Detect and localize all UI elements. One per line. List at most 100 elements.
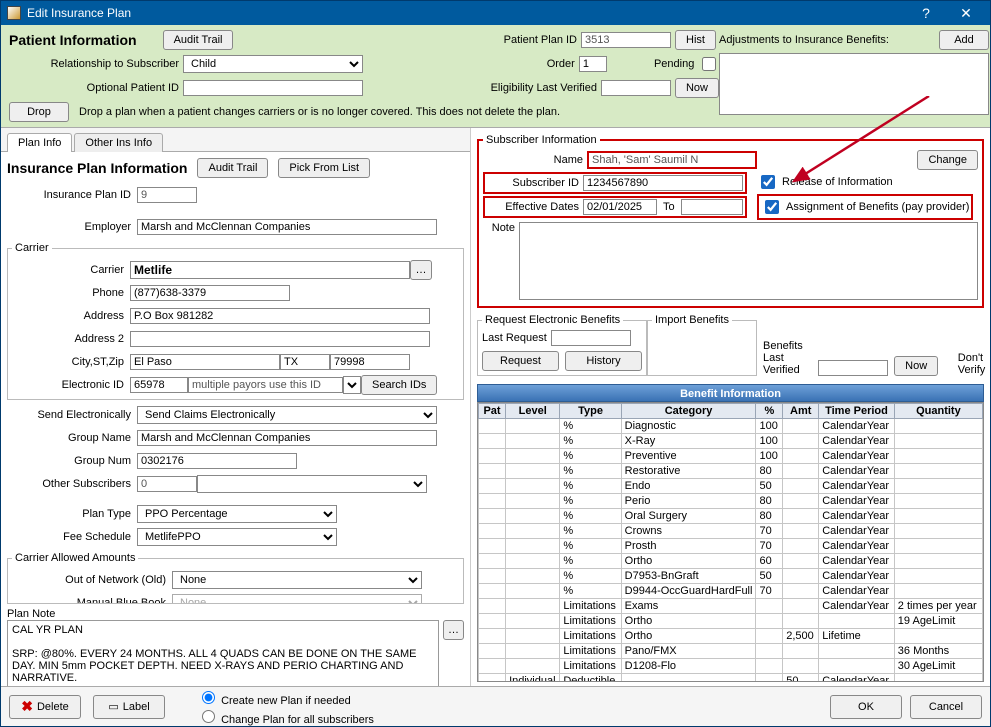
employer-field[interactable] — [137, 219, 437, 235]
table-row[interactable]: %Diagnostic100CalendarYear — [479, 419, 983, 434]
benefit-col-header[interactable]: % — [756, 404, 783, 419]
radio-change-plan-all[interactable]: Change Plan for all subscribers — [197, 707, 818, 726]
drop-button[interactable]: Drop — [9, 102, 69, 122]
table-row[interactable]: %Oral Surgery80CalendarYear — [479, 509, 983, 524]
change-subscriber-button[interactable]: Change — [917, 150, 978, 170]
plan-type-select[interactable]: PPO Percentage — [137, 505, 337, 523]
radio-create-new-plan-label: Create new Plan if needed — [221, 695, 351, 707]
table-cell: 50 — [783, 674, 819, 683]
radio-create-new-plan-input[interactable] — [202, 691, 215, 704]
search-ids-button[interactable]: Search IDs — [361, 375, 437, 395]
table-row[interactable]: %Endo50CalendarYear — [479, 479, 983, 494]
optional-patient-id-field[interactable] — [183, 80, 363, 96]
out-of-network-select[interactable]: None — [172, 571, 422, 589]
pending-checkbox[interactable] — [702, 57, 716, 71]
table-row[interactable]: LimitationsD1208-Flo30 AgeLimit — [479, 659, 983, 674]
release-of-information-checkbox[interactable] — [761, 175, 775, 189]
carrier-field[interactable] — [130, 261, 410, 279]
assignment-of-benefits-checkbox[interactable] — [765, 200, 779, 214]
table-row[interactable]: %X-Ray100CalendarYear — [479, 434, 983, 449]
benefit-col-header[interactable]: Time Period — [819, 404, 895, 419]
order-field[interactable] — [579, 56, 607, 72]
table-row[interactable]: LimitationsExamsCalendarYear2 times per … — [479, 599, 983, 614]
tab-plan-info[interactable]: Plan Info — [7, 133, 72, 152]
benefits-now-button[interactable]: Now — [894, 356, 938, 376]
table-row[interactable]: %D9944-OccGuardHardFull70CalendarYear — [479, 584, 983, 599]
state-field[interactable] — [280, 354, 330, 370]
eligibility-last-verified-field[interactable] — [601, 80, 671, 96]
audit-trail-button[interactable]: Audit Trail — [163, 30, 234, 50]
tab-other-ins-info[interactable]: Other Ins Info — [74, 133, 163, 152]
table-cell — [506, 584, 560, 599]
radio-create-new-plan[interactable]: Create new Plan if needed — [197, 688, 818, 707]
last-request-field[interactable] — [551, 330, 631, 346]
label-button-label: Label — [123, 701, 150, 713]
table-row[interactable]: %Restorative80CalendarYear — [479, 464, 983, 479]
address2-field[interactable] — [130, 331, 430, 347]
table-row[interactable]: %Preventive100CalendarYear — [479, 449, 983, 464]
table-cell — [479, 419, 506, 434]
table-cell: % — [560, 449, 621, 464]
assignment-of-benefits-row[interactable]: Assignment of Benefits (pay provider) — [761, 197, 969, 217]
table-row[interactable]: %D7953-BnGraft50CalendarYear — [479, 569, 983, 584]
subscriber-id-field[interactable] — [583, 175, 743, 191]
table-row[interactable]: %Perio80CalendarYear — [479, 494, 983, 509]
delete-button[interactable]: ✖ Delete — [9, 695, 81, 719]
plan-note-expand-button[interactable]: … — [443, 620, 464, 640]
electronic-id-field[interactable] — [130, 377, 188, 393]
other-subscribers-select[interactable] — [197, 475, 427, 493]
table-cell: 100 — [756, 434, 783, 449]
group-name-field[interactable] — [137, 430, 437, 446]
plan-note-text[interactable]: CAL YR PLAN SRP: @80%. EVERY 24 MONTHS. … — [7, 620, 439, 686]
phone-field[interactable] — [130, 285, 290, 301]
send-electronically-select[interactable]: Send Claims Electronically — [137, 406, 437, 424]
benefit-col-header[interactable]: Quantity — [894, 404, 982, 419]
table-row[interactable]: LimitationsOrtho2,500Lifetime — [479, 629, 983, 644]
add-adjustment-button[interactable]: Add — [939, 30, 989, 50]
eligibility-now-button[interactable]: Now — [675, 78, 719, 98]
table-cell: CalendarYear — [819, 599, 895, 614]
city-field[interactable] — [130, 354, 280, 370]
zip-field[interactable] — [330, 354, 410, 370]
hist-button[interactable]: Hist — [675, 30, 716, 50]
table-row[interactable]: %Crowns70CalendarYear — [479, 524, 983, 539]
table-row[interactable]: LimitationsOrtho19 AgeLimit — [479, 614, 983, 629]
adjustments-list[interactable] — [719, 53, 989, 115]
plan-audit-trail-button[interactable]: Audit Trail — [197, 158, 268, 178]
benefit-col-header[interactable]: Amt — [783, 404, 819, 419]
group-num-field[interactable] — [137, 453, 297, 469]
table-row[interactable]: %Prosth70CalendarYear — [479, 539, 983, 554]
effective-to-field[interactable] — [681, 199, 743, 215]
release-of-information-row[interactable]: Release of Information — [757, 172, 973, 192]
benefit-col-header[interactable]: Level — [506, 404, 560, 419]
pick-from-list-button[interactable]: Pick From List — [278, 158, 370, 178]
label-button[interactable]: ▭ Label — [93, 695, 165, 719]
table-cell — [479, 674, 506, 683]
help-button[interactable]: ? — [906, 1, 946, 25]
benefit-col-header[interactable]: Pat — [479, 404, 506, 419]
subscriber-note-field[interactable] — [519, 222, 978, 300]
benefit-col-header[interactable]: Type — [560, 404, 621, 419]
caa-legend: Carrier Allowed Amounts — [12, 552, 138, 564]
effective-from-field[interactable] — [583, 199, 657, 215]
request-button[interactable]: Request — [482, 351, 559, 371]
table-row[interactable]: %Ortho60CalendarYear — [479, 554, 983, 569]
fee-schedule-select[interactable]: MetlifePPO — [137, 528, 337, 546]
relationship-select[interactable]: Child — [183, 55, 363, 73]
benefit-col-header[interactable]: Category — [621, 404, 756, 419]
send-electronically-label: Send Electronically — [7, 409, 137, 421]
radio-change-plan-all-input[interactable] — [202, 710, 215, 723]
cancel-button[interactable]: Cancel — [910, 695, 982, 719]
ok-button[interactable]: OK — [830, 695, 902, 719]
table-row[interactable]: LimitationsPano/FMX36 Months — [479, 644, 983, 659]
history-button[interactable]: History — [565, 351, 642, 371]
city-st-zip-label: City,ST,Zip — [12, 356, 130, 368]
table-row[interactable]: IndividualDeductible50CalendarYear — [479, 674, 983, 683]
close-button[interactable]: ✕ — [946, 1, 986, 25]
electronic-id-dropdown[interactable] — [343, 376, 361, 394]
benefit-table-wrap[interactable]: PatLevelTypeCategory%AmtTime PeriodQuant… — [477, 402, 984, 682]
carrier-lookup-button[interactable]: … — [410, 260, 432, 280]
benefits-last-verified-field[interactable] — [818, 360, 888, 376]
relationship-label: Relationship to Subscriber — [9, 58, 179, 70]
address-field[interactable] — [130, 308, 430, 324]
